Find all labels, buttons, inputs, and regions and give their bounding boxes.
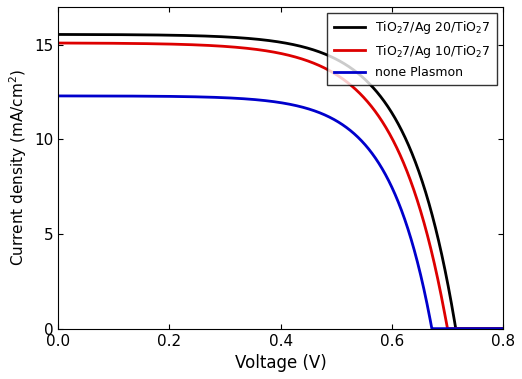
none Plasmon [265, 99, 271, 103]
TiO$_2$7/Ag 10/TiO$_2$7 [444, 326, 450, 331]
TiO$_2$7/Ag 10/TiO$_2$7 [498, 326, 504, 331]
TiO$_2$7/Ag 10/TiO$_2$7 [277, 51, 283, 56]
TiO$_2$7/Ag 20/TiO$_2$7 [511, 326, 517, 331]
Line: TiO$_2$7/Ag 20/TiO$_2$7: TiO$_2$7/Ag 20/TiO$_2$7 [58, 34, 514, 329]
none Plasmon [78, 94, 85, 98]
TiO$_2$7/Ag 10/TiO$_2$7 [414, 198, 420, 202]
TiO$_2$7/Ag 20/TiO$_2$7 [453, 326, 459, 331]
TiO$_2$7/Ag 20/TiO$_2$7 [498, 326, 504, 331]
TiO$_2$7/Ag 10/TiO$_2$7 [78, 41, 85, 45]
TiO$_2$7/Ag 10/TiO$_2$7 [498, 326, 504, 331]
none Plasmon [511, 326, 517, 331]
TiO$_2$7/Ag 20/TiO$_2$7 [78, 32, 85, 37]
TiO$_2$7/Ag 10/TiO$_2$7 [265, 49, 271, 53]
none Plasmon [277, 100, 283, 105]
none Plasmon [414, 259, 420, 263]
Y-axis label: Current density (mA/cm$^2$): Current density (mA/cm$^2$) [7, 69, 29, 266]
TiO$_2$7/Ag 10/TiO$_2$7 [55, 41, 62, 45]
X-axis label: Voltage (V): Voltage (V) [235, 354, 327, 372]
none Plasmon [55, 94, 62, 98]
none Plasmon [429, 326, 435, 331]
Line: TiO$_2$7/Ag 10/TiO$_2$7: TiO$_2$7/Ag 10/TiO$_2$7 [58, 43, 514, 329]
none Plasmon [498, 326, 504, 331]
TiO$_2$7/Ag 20/TiO$_2$7 [55, 32, 62, 37]
Line: none Plasmon: none Plasmon [58, 96, 514, 329]
TiO$_2$7/Ag 20/TiO$_2$7 [414, 164, 420, 169]
TiO$_2$7/Ag 20/TiO$_2$7 [265, 38, 271, 43]
TiO$_2$7/Ag 20/TiO$_2$7 [498, 326, 504, 331]
TiO$_2$7/Ag 20/TiO$_2$7 [277, 40, 283, 44]
Legend: TiO$_2$7/Ag 20/TiO$_2$7, TiO$_2$7/Ag 10/TiO$_2$7, none Plasmon: TiO$_2$7/Ag 20/TiO$_2$7, TiO$_2$7/Ag 10/… [327, 13, 497, 85]
none Plasmon [498, 326, 504, 331]
TiO$_2$7/Ag 10/TiO$_2$7 [511, 326, 517, 331]
